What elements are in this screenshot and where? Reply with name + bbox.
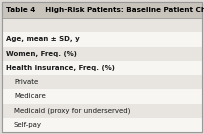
Bar <box>2 75 202 89</box>
Text: Private: Private <box>14 79 38 85</box>
Text: Medicaid (proxy for underserved): Medicaid (proxy for underserved) <box>14 107 130 114</box>
Text: Age, mean ± SD, y: Age, mean ± SD, y <box>6 36 80 42</box>
Bar <box>2 18 202 32</box>
Text: Medicare: Medicare <box>14 93 46 99</box>
Bar <box>2 89 202 103</box>
Bar <box>2 46 202 61</box>
Bar <box>2 103 202 118</box>
Text: Women, Freq. (%): Women, Freq. (%) <box>6 51 77 57</box>
Text: Health insurance, Freq. (%): Health insurance, Freq. (%) <box>6 65 115 71</box>
Bar <box>2 32 202 46</box>
Text: Table 4    High-Risk Patients: Baseline Patient Characteristic: Table 4 High-Risk Patients: Baseline Pat… <box>6 7 204 13</box>
Text: Self-pay: Self-pay <box>14 122 42 128</box>
Bar <box>2 61 202 75</box>
Bar <box>2 118 202 132</box>
Bar <box>2 2 202 18</box>
